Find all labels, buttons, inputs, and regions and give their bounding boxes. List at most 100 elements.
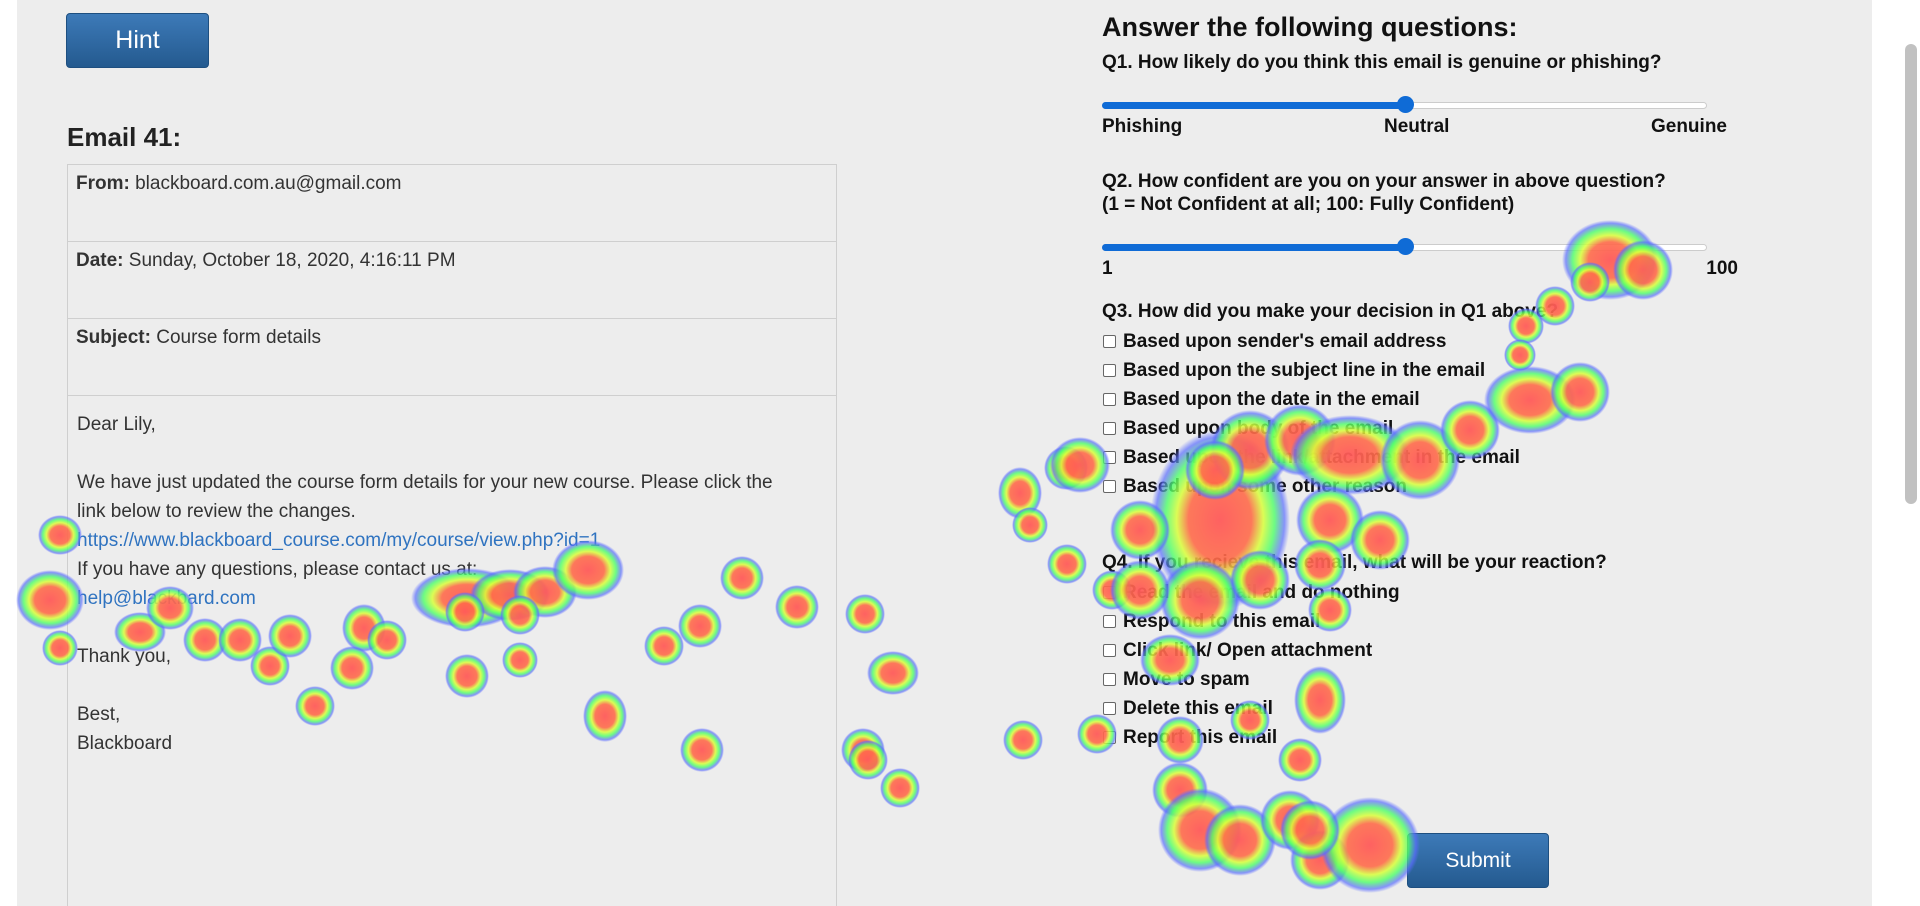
checkbox[interactable] — [1103, 702, 1116, 715]
q3-option-label: Based upon some other reason — [1123, 475, 1408, 497]
date-label: Date: — [76, 250, 124, 271]
subject-label: Subject: — [76, 327, 151, 348]
checkbox[interactable] — [1103, 644, 1116, 657]
left-margin — [0, 0, 17, 906]
q3-option[interactable]: Based upon some other reason — [1102, 472, 1802, 501]
checkbox[interactable] — [1103, 393, 1116, 406]
scrollbar[interactable] — [1872, 0, 1920, 906]
email-title: Email 41: — [67, 122, 182, 152]
submit-button[interactable]: Submit — [1407, 833, 1549, 888]
from-value: blackboard.com.au@gmail.com — [135, 173, 402, 194]
email-greeting: Dear Lily, — [77, 414, 156, 435]
q2-title-line-2: (1 = Not Confident at all; 100: Fully Co… — [1102, 194, 1515, 215]
checkbox[interactable] — [1103, 615, 1116, 628]
email-body-line-1: We have just updated the course form det… — [77, 472, 773, 493]
date-value: Sunday, October 18, 2020, 4:16:11 PM — [128, 250, 456, 271]
q2-title: Q2. How confident are you on your answer… — [1102, 170, 1802, 216]
heatmap-blob — [1290, 830, 1350, 890]
q3-option-label: Based upon sender's email address — [1123, 330, 1447, 352]
q4-option[interactable]: Click link/ Open attachment — [1102, 636, 1802, 665]
email-closing: Best, — [77, 704, 121, 725]
q1-slider-thumb[interactable] — [1396, 96, 1414, 113]
email-signature: Blackboard — [77, 733, 173, 754]
checkbox[interactable] — [1103, 586, 1116, 599]
q4-options: Read the email and do nothing Respond to… — [1102, 578, 1802, 752]
heatmap-blob — [1152, 762, 1208, 818]
q1-slider-fill — [1102, 102, 1405, 109]
q2-slider-thumb[interactable] — [1396, 238, 1414, 255]
questions-heading: Answer the following questions: — [1102, 12, 1518, 42]
q3-option[interactable]: Based upon the date in the email — [1102, 385, 1802, 414]
q2-slider-fill — [1102, 244, 1405, 251]
heatmap-blob — [867, 651, 919, 695]
email-body: Dear Lily, We have just updated the cour… — [68, 396, 836, 772]
email-body-line-2: link below to review the changes. — [77, 501, 356, 522]
q3-option[interactable]: Based upon the subject line in the email — [1102, 356, 1802, 385]
questions-panel: Answer the following questions: Q1. How … — [1102, 12, 1802, 752]
q1-slider[interactable] — [1102, 96, 1707, 113]
heatmap-blob — [1280, 800, 1340, 860]
heatmap-blob — [1003, 720, 1043, 760]
q2-title-line-1: Q2. How confident are you on your answer… — [1102, 171, 1666, 192]
q4-option-label: Report this email — [1123, 726, 1278, 748]
checkbox[interactable] — [1103, 731, 1116, 744]
email-panel: From: blackboard.com.au@gmail.com Date: … — [67, 164, 837, 906]
heatmap-blob — [1047, 544, 1087, 584]
checkbox[interactable] — [1103, 673, 1116, 686]
heatmap-blob — [1012, 507, 1048, 543]
q4-option-label: Respond to this email — [1123, 610, 1321, 632]
email-subject-row: Subject: Course form details — [68, 319, 836, 396]
scrollbar-thumb[interactable] — [1905, 44, 1917, 504]
q4-option[interactable]: Report this email — [1102, 723, 1802, 752]
heatmap-blob — [1044, 446, 1088, 490]
heatmap-blob — [880, 768, 920, 808]
email-from-row: From: blackboard.com.au@gmail.com — [68, 165, 836, 242]
q2-slider-labels: 1 100 — [1102, 252, 1738, 279]
heatmap-blob — [845, 594, 885, 634]
q4-option-label: Read the email and do nothing — [1123, 581, 1400, 603]
q4-option[interactable]: Delete this email — [1102, 694, 1802, 723]
from-label: From: — [76, 173, 130, 194]
checkbox[interactable] — [1103, 422, 1116, 435]
q3-option[interactable]: Based upon sender's email address — [1102, 327, 1802, 356]
q4-title: Q4. If you recieve this email, what will… — [1102, 552, 1607, 573]
checkbox[interactable] — [1103, 364, 1116, 377]
heatmap-blob — [1204, 804, 1276, 876]
q3-option-label: Based upon the date in the email — [1123, 388, 1420, 410]
email-thanks: Thank you, — [77, 646, 171, 667]
q3-option[interactable]: Based upon the link/attachment in the em… — [1102, 443, 1802, 472]
q3-option-label: Based upon the subject line in the email — [1123, 359, 1486, 381]
q3-options: Based upon sender's email address Based … — [1102, 327, 1802, 501]
q3-option-label: Based upon the link/attachment in the em… — [1123, 446, 1520, 468]
q4-option[interactable]: Read the email and do nothing — [1102, 578, 1802, 607]
q2-slider[interactable] — [1102, 238, 1707, 255]
contact-email-link[interactable]: help@blackbard.com — [77, 588, 256, 609]
hint-button[interactable]: Hint — [66, 13, 209, 68]
checkbox[interactable] — [1103, 335, 1116, 348]
q2-label-min: 1 — [1102, 258, 1113, 279]
q4-option-label: Move to spam — [1123, 668, 1250, 690]
q1-label-neutral: Neutral — [1384, 116, 1450, 137]
q3-option-label: Based upon body of the email — [1123, 417, 1394, 439]
q1-title: Q1. How likely do you think this email i… — [1102, 52, 1662, 73]
heatmap-blob — [841, 728, 885, 772]
q3-option[interactable]: Based upon body of the email — [1102, 414, 1802, 443]
heatmap-blob — [1050, 437, 1110, 493]
email-link[interactable]: https://www.blackboard_course.com/my/cou… — [77, 530, 601, 551]
q2-label-max: 100 — [1706, 258, 1738, 279]
heatmap-blob — [848, 740, 888, 780]
q4-option[interactable]: Move to spam — [1102, 665, 1802, 694]
q3-title: Q3. How did you make your decision in Q1… — [1102, 301, 1559, 322]
email-body-line-3: If you have any questions, please contac… — [77, 559, 478, 580]
heatmap-blob — [998, 467, 1042, 519]
heatmap-blob — [1320, 797, 1420, 893]
checkbox[interactable] — [1103, 451, 1116, 464]
checkbox[interactable] — [1103, 480, 1116, 493]
email-date-row: Date: Sunday, October 18, 2020, 4:16:11 … — [68, 242, 836, 319]
heatmap-blob — [1260, 790, 1320, 850]
q4-option-label: Click link/ Open attachment — [1123, 639, 1373, 661]
q4-option-label: Delete this email — [1123, 697, 1273, 719]
q4-option[interactable]: Respond to this email — [1102, 607, 1802, 636]
q1-label-genuine: Genuine — [1650, 116, 1727, 137]
